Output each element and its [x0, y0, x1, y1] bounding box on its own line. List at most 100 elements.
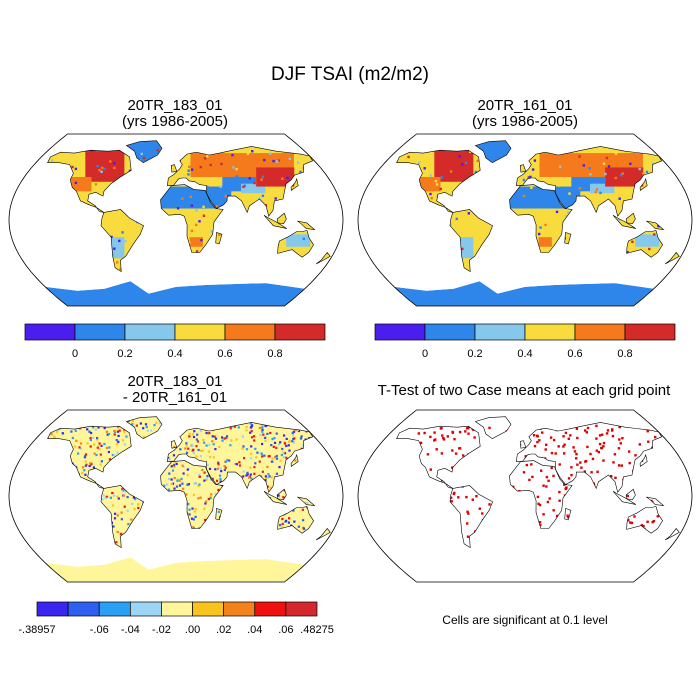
- coastline-australia: [277, 230, 314, 258]
- map-ttest: [357, 409, 693, 583]
- grid-cell: [92, 466, 95, 469]
- grid-cell: [91, 436, 94, 439]
- panel-title-line1: 20TR_183_01: [127, 373, 223, 390]
- grid-cell: [454, 223, 457, 226]
- significant-cell: [558, 490, 561, 494]
- grid-cell: [107, 450, 110, 454]
- grid-cell: [126, 496, 129, 499]
- grid-cell: [212, 443, 215, 446]
- grid-cell: [195, 209, 198, 212]
- map-border: [8, 409, 344, 583]
- grid-cell: [274, 456, 277, 459]
- grid-cell: [282, 496, 285, 499]
- grid-cell: [226, 459, 229, 462]
- grid-cell: [595, 188, 599, 191]
- land-africa: [160, 460, 224, 529]
- grid-cell: [210, 230, 213, 233]
- grid-cell: [204, 502, 207, 505]
- significant-cell: [638, 443, 641, 446]
- coastline-north-america: [396, 149, 481, 213]
- significant-cell: [620, 464, 623, 467]
- significant-cell: [541, 431, 544, 434]
- grid-cell: [261, 442, 264, 446]
- coastline-europe-asia: [166, 422, 314, 493]
- grid-cell: [53, 436, 56, 439]
- grid-cell: [195, 250, 199, 253]
- colorbar-swatch: [274, 323, 326, 341]
- grid-cell: [104, 497, 107, 500]
- grid-cell: [188, 432, 191, 435]
- grid-cell: [195, 455, 198, 458]
- grid-cell: [605, 156, 609, 160]
- grid-cell: [116, 261, 119, 264]
- significant-cell: [548, 497, 551, 500]
- grid-cell: [195, 223, 198, 227]
- grid-cell: [125, 435, 128, 438]
- land-antarctica: [394, 281, 654, 306]
- grid-cell: [279, 524, 282, 527]
- colorbar-swatch: [474, 323, 526, 341]
- significant-cell: [552, 438, 556, 442]
- coastlines: [47, 416, 331, 549]
- grid-cell: [465, 161, 468, 165]
- region-australia-interior: [635, 234, 660, 247]
- grid-cell: [123, 505, 126, 508]
- grid-cell: [269, 431, 272, 435]
- grid-cell: [92, 426, 95, 429]
- grid-cell: [280, 453, 283, 457]
- grid-cell: [299, 437, 303, 440]
- grid-cell: [219, 467, 222, 470]
- coastline-europe-asia: [166, 146, 314, 217]
- grid-cell: [173, 465, 176, 468]
- grid-cell: [181, 482, 184, 485]
- grid-cell: [197, 448, 200, 452]
- significant-cell: [466, 510, 469, 513]
- colorbar-swatch: [524, 323, 576, 341]
- significant-cell: [423, 431, 426, 435]
- grid-cell: [170, 482, 173, 486]
- significant-cell: [651, 446, 654, 449]
- grid-cell: [273, 437, 276, 440]
- significant-cell: [584, 460, 588, 463]
- grid-cell: [286, 176, 289, 180]
- grid-cell: [440, 176, 443, 179]
- grid-cell: [245, 448, 249, 451]
- significant-cell: [573, 450, 577, 453]
- grid-cell: [103, 427, 106, 430]
- grid-cell: [220, 470, 223, 473]
- grid-cell: [187, 169, 190, 172]
- grid-cell: [168, 458, 171, 461]
- grid-cell: [262, 433, 265, 436]
- grid-cell: [417, 161, 421, 164]
- significant-cell: [617, 464, 621, 467]
- grid-cell: [283, 452, 287, 455]
- colorbar-tick-label: 0.2: [117, 348, 132, 360]
- grid-cell: [113, 433, 116, 436]
- significant-cell: [451, 466, 454, 469]
- grid-cell: [211, 477, 214, 480]
- colorbar-swatch: [192, 601, 225, 617]
- coastline-japan: [639, 453, 648, 467]
- coastline-south-america: [449, 485, 493, 549]
- grid-cell: [599, 191, 602, 195]
- significant-cell: [542, 484, 545, 487]
- grid-cell: [254, 462, 257, 465]
- grid-cell: [435, 183, 439, 186]
- grid-cell: [645, 170, 649, 174]
- colorbar-tick-label: .00: [185, 624, 200, 636]
- coastline-north-america: [396, 425, 481, 489]
- grid-cell: [170, 478, 173, 481]
- significant-cell: [481, 512, 484, 515]
- land-field: [45, 140, 331, 306]
- coastline-africa: [160, 184, 224, 253]
- grid-cell: [249, 466, 252, 469]
- grid-cell: [199, 449, 203, 452]
- grid-cell: [189, 195, 192, 198]
- grid-cell: [204, 157, 207, 160]
- grid-cell: [116, 514, 119, 517]
- grid-cell: [130, 518, 133, 521]
- significant-cell: [552, 474, 555, 478]
- grid-cell: [275, 454, 278, 458]
- grid-cell: [275, 457, 279, 460]
- grid-cell: [167, 456, 170, 460]
